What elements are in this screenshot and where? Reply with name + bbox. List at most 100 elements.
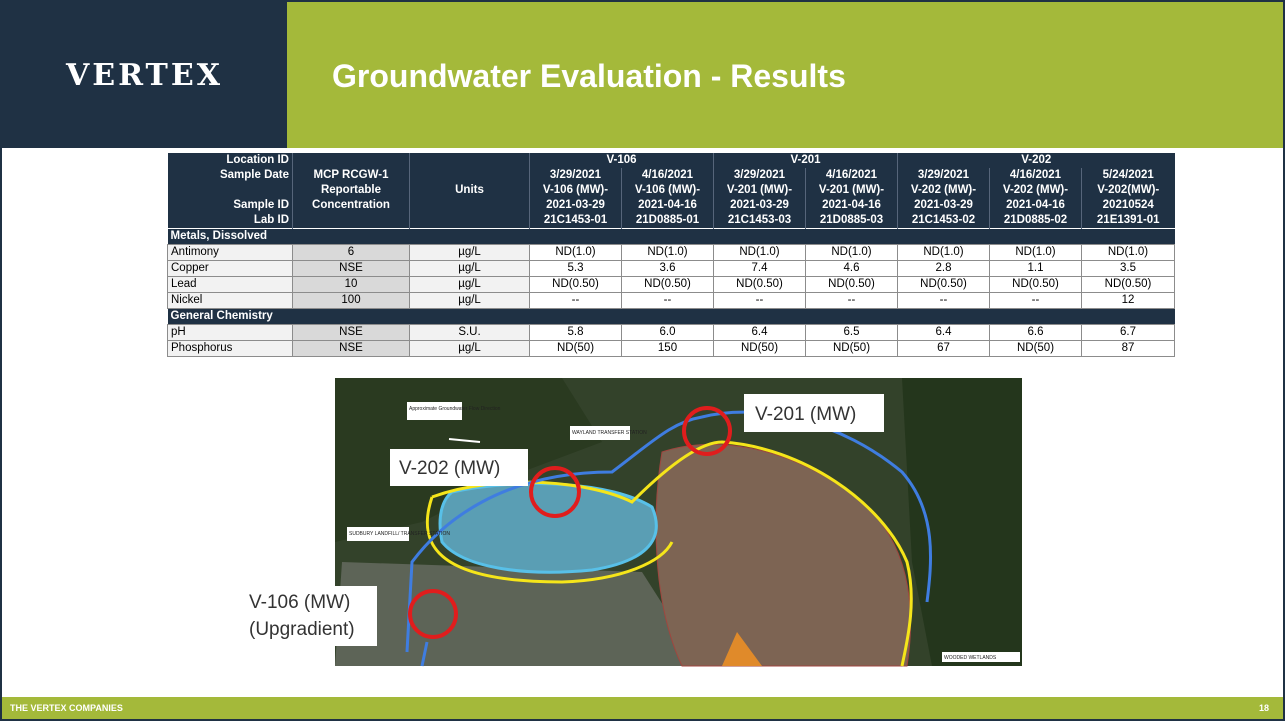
location-id: V-106 (530, 153, 714, 168)
lab-id: 21E1391-01 (1082, 213, 1175, 229)
result: ND(50) (530, 341, 622, 357)
result: ND(0.50) (806, 277, 898, 293)
mcp-header: Reportable (293, 183, 410, 198)
result: ND(0.50) (530, 277, 622, 293)
result: 6.4 (898, 325, 990, 341)
result: 12 (1082, 293, 1175, 309)
table-row: CopperNSEµg/L5.33.67.44.62.81.13.5 (168, 261, 1175, 277)
standard: 10 (293, 277, 410, 293)
sample-date: 4/16/2021 (806, 168, 898, 183)
row-label: Location ID (168, 153, 293, 168)
sample-id: 2021-04-16 (806, 198, 898, 213)
sample-id: 2021-04-16 (990, 198, 1082, 213)
result: ND(1.0) (806, 245, 898, 261)
analyte: Phosphorus (168, 341, 293, 357)
header-cell (293, 153, 410, 168)
sample-id: V-106 (MW)- (622, 183, 714, 198)
mcp-header: MCP RCGW-1 (293, 168, 410, 183)
result: 150 (622, 341, 714, 357)
result: ND(1.0) (898, 245, 990, 261)
sample-date: 5/24/2021 (1082, 168, 1175, 183)
table-row: Concentration2021-03-292021-04-162021-03… (168, 198, 1175, 213)
analyte: Copper (168, 261, 293, 277)
units: µg/L (410, 293, 530, 309)
section-fill (530, 229, 1175, 245)
units: µg/L (410, 261, 530, 277)
location-id: V-202 (898, 153, 1175, 168)
footer-company: THE VERTEX COMPANIES (10, 703, 123, 713)
table-row: Metals, Dissolved (168, 229, 1175, 245)
map-label: Approximate Groundwater Flow Direction (409, 406, 501, 412)
sample-id: 2021-03-29 (714, 198, 806, 213)
map-label: WAYLAND TRANSFER STATION (572, 430, 647, 436)
units: µg/L (410, 277, 530, 293)
lab-id: 21D0885-01 (622, 213, 714, 229)
slide: VERTEX Groundwater Evaluation - Results … (0, 0, 1285, 721)
result: ND(0.50) (898, 277, 990, 293)
result: ND(1.0) (1082, 245, 1175, 261)
callout-label: (Upgradient) (249, 619, 355, 640)
sample-id: V-202(MW)- (1082, 183, 1175, 198)
result: -- (990, 293, 1082, 309)
result: 1.1 (990, 261, 1082, 277)
units-header: Units (410, 153, 530, 229)
analyte: Lead (168, 277, 293, 293)
result: -- (898, 293, 990, 309)
result: ND(0.50) (1082, 277, 1175, 293)
table-row: PhosphorusNSEµg/LND(50)150ND(50)ND(50)67… (168, 341, 1175, 357)
result: 5.3 (530, 261, 622, 277)
result: 67 (898, 341, 990, 357)
result: 7.4 (714, 261, 806, 277)
sample-id: 2021-04-16 (622, 198, 714, 213)
standard: NSE (293, 325, 410, 341)
map-label: WOODED WETLANDS (944, 655, 997, 661)
sample-id: V-106 (MW)- (530, 183, 622, 198)
map-label: SUDBURY LANDFILL/ TRANSFER STATION (349, 531, 450, 537)
sample-date: 4/16/2021 (622, 168, 714, 183)
result: ND(50) (806, 341, 898, 357)
result: 3.6 (622, 261, 714, 277)
result: ND(1.0) (990, 245, 1082, 261)
standard: 6 (293, 245, 410, 261)
table-row: General Chemistry (168, 309, 1175, 325)
callout-label: V-201 (MW) (755, 404, 856, 425)
result: ND(1.0) (714, 245, 806, 261)
standard: NSE (293, 261, 410, 277)
units: µg/L (410, 245, 530, 261)
result: 6.0 (622, 325, 714, 341)
result: -- (622, 293, 714, 309)
standard: NSE (293, 341, 410, 357)
result: 6.7 (1082, 325, 1175, 341)
result: -- (530, 293, 622, 309)
callout-label: V-106 (MW) (249, 592, 350, 613)
table-row: Lab ID21C1453-0121D0885-0121C1453-0321D0… (168, 213, 1175, 229)
mcp-header: Concentration (293, 198, 410, 213)
sample-id: 2021-03-29 (530, 198, 622, 213)
page-number: 18 (1259, 703, 1269, 713)
sample-id: V-201 (MW)- (714, 183, 806, 198)
lab-id: 21D0885-02 (990, 213, 1082, 229)
result: 87 (1082, 341, 1175, 357)
sample-date: 3/29/2021 (714, 168, 806, 183)
sample-date: 3/29/2021 (898, 168, 990, 183)
callout-label: V-202 (MW) (399, 458, 500, 479)
sample-id: 2021-03-29 (898, 198, 990, 213)
result: ND(1.0) (530, 245, 622, 261)
result: 2.8 (898, 261, 990, 277)
row-label: Lab ID (168, 213, 293, 229)
result: ND(50) (714, 341, 806, 357)
sample-date: 4/16/2021 (990, 168, 1082, 183)
result: ND(0.50) (714, 277, 806, 293)
section-fill (530, 309, 1175, 325)
standard: 100 (293, 293, 410, 309)
row-label: Sample Date (168, 168, 293, 183)
section-name: Metals, Dissolved (168, 229, 530, 245)
